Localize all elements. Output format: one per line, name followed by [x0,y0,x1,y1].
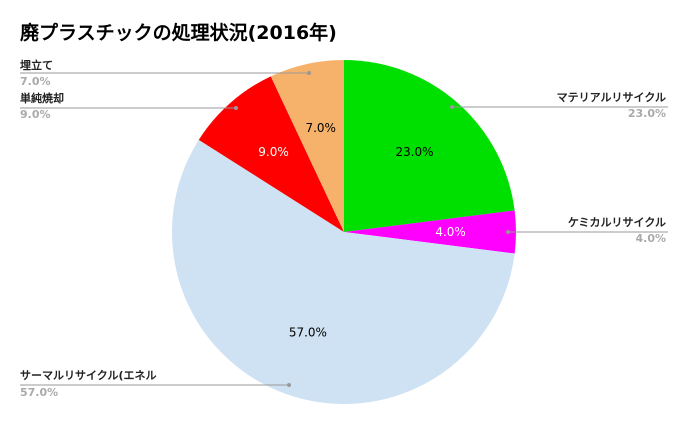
callout-label: 埋立て [20,58,53,72]
callout-label: ケミカルリサイクル [568,216,666,229]
callout-label: サーマルリサイクル(エネル [20,369,156,382]
callout-value: 23.0% [628,107,666,120]
callout-dot [287,383,291,387]
slice-value-label: 57.0% [289,325,327,339]
callout-value: 7.0% [20,75,51,88]
pie-slice [344,60,515,232]
chart-title: 廃プラスチックの処理状況(2016年) [20,22,337,44]
callout-dot [450,105,454,109]
slice-value-label: 4.0% [435,225,466,239]
slice-value-label: 9.0% [258,145,289,159]
callout-value: 9.0% [20,108,51,121]
pie-slice [198,76,344,233]
callout-label: 単純焼却 [20,91,64,105]
callout-value: 4.0% [635,232,666,245]
pie-slice [171,139,515,405]
pie-slice [344,210,516,254]
callout-value: 57.0% [20,386,58,399]
slice-value-label: 7.0% [305,121,336,135]
pie-slice [270,60,344,232]
callout-dot [234,106,238,110]
callout-dot [307,71,311,75]
callout-label: マテリアルリサイクル [557,91,666,104]
callout-dot [506,230,510,234]
slice-value-label: 23.0% [395,145,433,159]
